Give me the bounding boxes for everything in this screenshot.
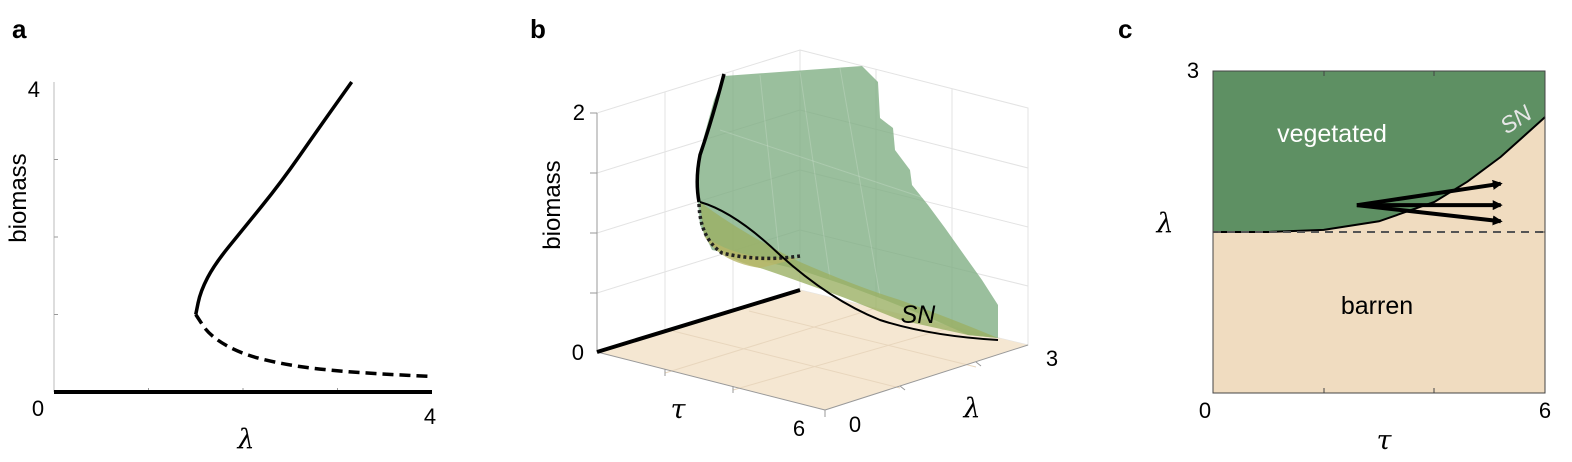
lambda-tick-label-0: 0 (849, 412, 861, 437)
axis-ticks-b (590, 112, 982, 417)
sn-curve-b (699, 201, 999, 341)
panel-c: c vegetated barren SN 3 0 6 λ τ (1118, 14, 1551, 456)
z-tick-label-0: 0 (572, 340, 584, 365)
tau-axis-label-b: τ (671, 394, 687, 425)
arrows-c (1356, 179, 1503, 226)
barren-label: barren (1341, 292, 1413, 320)
arrow-0 (1356, 179, 1503, 208)
series-group-a (54, 80, 433, 395)
z-tick-label-2: 2 (573, 100, 585, 125)
lambda-tick-label-3: 3 (1046, 346, 1058, 371)
x-tick-label-c0: 0 (1199, 398, 1211, 423)
zero-biomass-line-b (596, 288, 801, 354)
tick-marks-a (54, 159, 338, 392)
z-axis-label-b: biomass (539, 160, 566, 249)
panel-label-c: c (1118, 14, 1132, 44)
sn-label-b: SN (901, 301, 937, 329)
lambda-axis-label-b: λ (962, 393, 980, 424)
x-axis-label-c: τ (1377, 425, 1393, 456)
vegetated-surface (697, 66, 998, 338)
vegetated-region (1213, 71, 1545, 232)
surface-mesh (719, 67, 931, 297)
stable-edge-curve-b (695, 73, 726, 203)
unstable-edge-curve-b (697, 203, 801, 261)
x-axis-label-a: λ (236, 424, 254, 455)
y-tick-label-4: 4 (28, 77, 40, 102)
x-tick-label-4: 4 (424, 404, 436, 429)
panel-label-b: b (530, 14, 546, 44)
y-axis-label-c: λ (1155, 208, 1173, 239)
tau-tick-label-6: 6 (793, 416, 805, 441)
vegetated-label: vegetated (1277, 120, 1387, 148)
panel-a: a 4 0 4 biomass λ (5, 14, 436, 455)
series-2-dashed-line (194, 313, 433, 379)
frame-ticks-c (1213, 71, 1545, 393)
x-tick-label-0: 0 (32, 396, 44, 421)
arrow-2 (1356, 203, 1503, 226)
x-tick-label-c6: 6 (1539, 398, 1551, 423)
y-axis-label-a: biomass (5, 153, 32, 242)
floor-grid-b (664, 307, 977, 391)
panel-label-a: a (12, 14, 27, 44)
series-1-solid-line (194, 80, 354, 315)
panel-b: b (530, 14, 1058, 441)
y-tick-label-3: 3 (1187, 58, 1199, 83)
